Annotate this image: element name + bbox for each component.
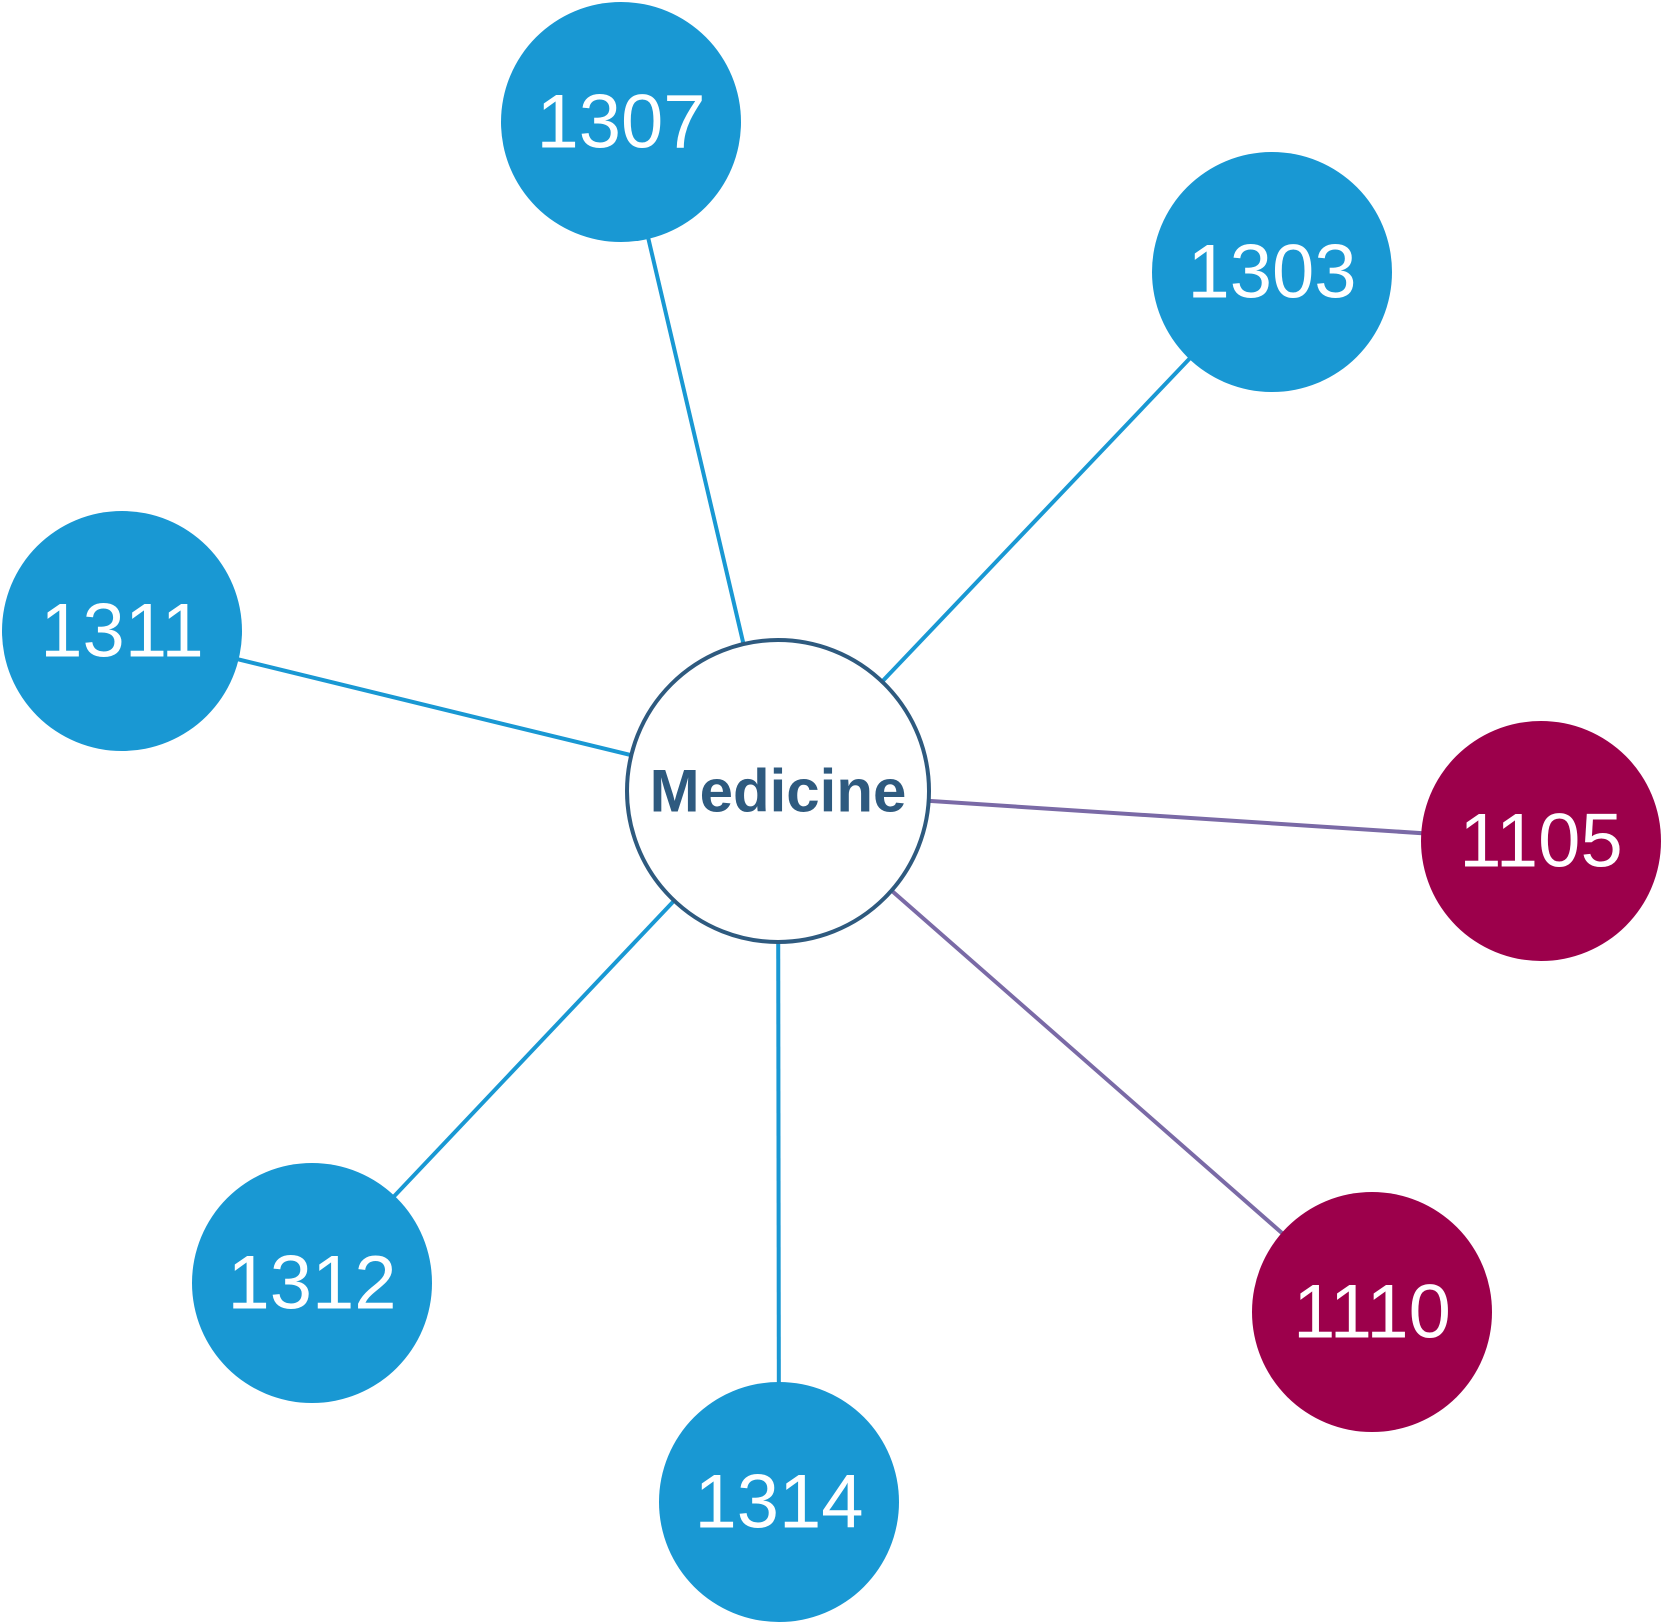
- node-circle-1312: [192, 1163, 432, 1403]
- node-label-1105: 1105: [1459, 799, 1622, 884]
- node-label-1110: 1110: [1293, 1270, 1451, 1355]
- node-1110: 1110: [1252, 1192, 1492, 1432]
- node-circle-1110: [1252, 1192, 1492, 1432]
- center-node: Medicine: [625, 638, 931, 944]
- center-node-circle: [625, 638, 931, 944]
- node-label-1312: 1312: [227, 1241, 396, 1326]
- node-1312: 1312: [192, 1163, 432, 1403]
- node-1307: 1307: [501, 2, 741, 242]
- node-label-1314: 1314: [694, 1460, 863, 1545]
- node-circle-1105: [1421, 721, 1661, 961]
- node-circle-1307: [501, 2, 741, 242]
- center-node-label: Medicine: [650, 758, 907, 825]
- node-1314: 1314: [659, 1382, 899, 1622]
- node-label-1307: 1307: [536, 80, 705, 165]
- node-label-1303: 1303: [1187, 230, 1356, 315]
- node-1105: 1105: [1421, 721, 1661, 961]
- node-label-1311: 1311: [40, 589, 203, 674]
- node-circle-1303: [1152, 152, 1392, 392]
- node-1303: 1303: [1152, 152, 1392, 392]
- node-circle-1314: [659, 1382, 899, 1622]
- node-1311: 1311: [2, 511, 242, 751]
- node-circle-1311: [2, 511, 242, 751]
